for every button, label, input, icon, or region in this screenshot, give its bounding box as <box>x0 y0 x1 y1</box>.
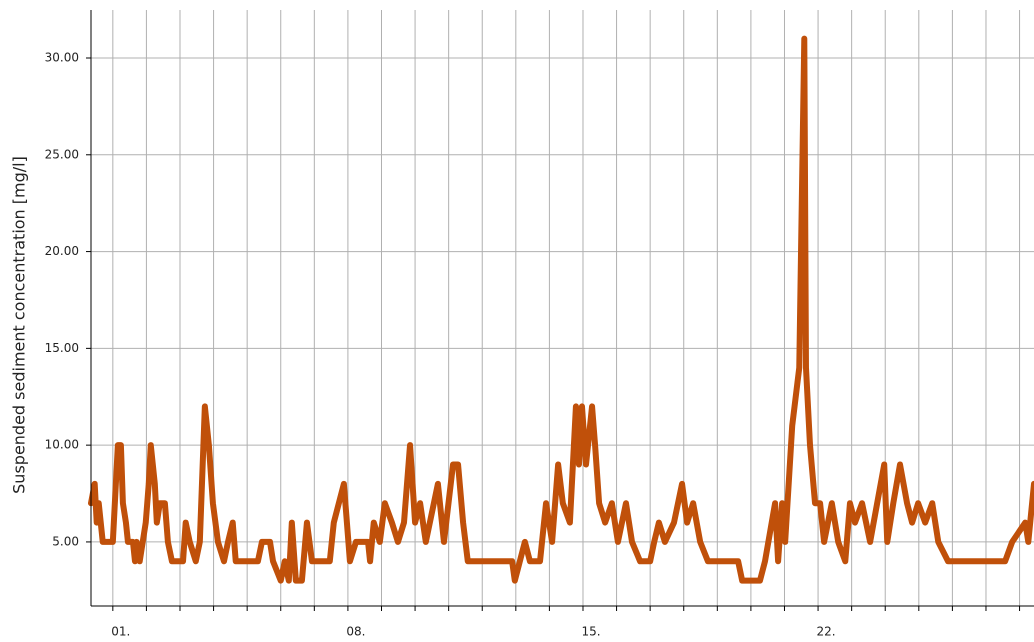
x-tick-label: 01. <box>111 625 130 639</box>
y-axis-label: Suspended sediment concentration [mg/l] <box>10 156 29 494</box>
data-line <box>88 35 1034 584</box>
y-tick-label: 10.00 <box>45 438 79 452</box>
y-tick-label: 20.00 <box>45 244 79 258</box>
x-tick-label: 08. <box>346 625 365 639</box>
y-tick-label: 30.00 <box>45 51 79 65</box>
y-tick-label: 15.00 <box>45 341 79 355</box>
x-tick-label: 15. <box>581 625 600 639</box>
x-tick-label: 22. <box>817 625 836 639</box>
y-tick-label: 25.00 <box>45 147 79 161</box>
y-tick-label: 5.00 <box>52 534 79 548</box>
